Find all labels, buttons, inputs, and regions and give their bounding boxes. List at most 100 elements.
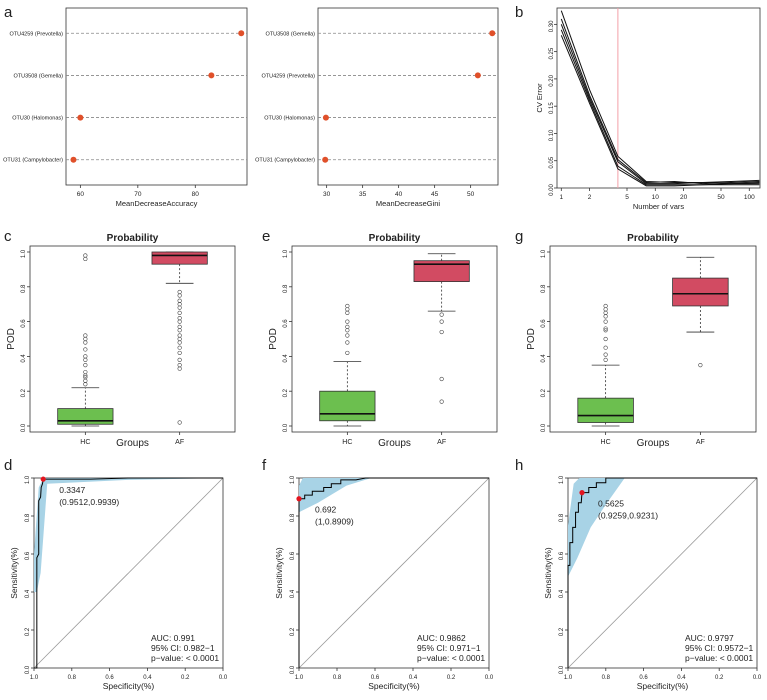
threshold-ci-label: (1,0.8909) bbox=[315, 517, 354, 527]
roc-threshold-point bbox=[296, 496, 302, 502]
x-tick-label: 0.0 bbox=[219, 675, 228, 681]
x-tick-label: 1.0 bbox=[295, 675, 304, 681]
x-tick-label: 0.0 bbox=[485, 675, 494, 681]
outlier-point bbox=[345, 340, 350, 345]
y-axis-label: POD bbox=[6, 328, 17, 350]
x-tick-label: HC bbox=[601, 439, 611, 446]
dot-point bbox=[322, 114, 329, 121]
y-tick-label: 0.2 bbox=[290, 627, 296, 636]
roc-threshold-point bbox=[579, 490, 585, 496]
outlier-point bbox=[83, 253, 88, 258]
y-tick-label: 1.0 bbox=[283, 249, 289, 258]
x-tick-label: 0.2 bbox=[181, 675, 190, 681]
box-hc bbox=[319, 390, 376, 422]
threshold-label: 0.3347 bbox=[59, 485, 85, 495]
y-tick-label: 0.8 bbox=[559, 513, 565, 522]
roc-curve-line bbox=[298, 477, 489, 668]
outlier-point bbox=[83, 369, 88, 375]
x-axis-label: Groups bbox=[637, 438, 670, 449]
x-tick-label: 2 bbox=[588, 194, 592, 201]
chart-title: Probability bbox=[369, 233, 421, 244]
y-axis-label: Sensitivity(%) bbox=[274, 547, 284, 599]
x-tick-label: 35 bbox=[359, 191, 367, 198]
y-tick-label: 0.8 bbox=[283, 284, 289, 293]
outlier-point bbox=[439, 312, 444, 317]
outlier-point bbox=[345, 350, 350, 356]
y-tick-label: 0.0 bbox=[25, 665, 31, 674]
category-label: OTU31 (Campylobacter) bbox=[255, 158, 315, 164]
plot-frame-c bbox=[29, 245, 236, 433]
outlier-point bbox=[83, 336, 88, 342]
x-tick-label: 0.8 bbox=[68, 675, 77, 681]
outlier-point bbox=[177, 302, 182, 307]
outlier-point bbox=[603, 326, 608, 331]
x-tick-label: 0.6 bbox=[105, 675, 114, 681]
y-tick-label: 0.6 bbox=[290, 551, 296, 560]
x-tick-label: AF bbox=[437, 439, 446, 446]
y-tick-label: 0.0 bbox=[541, 423, 547, 432]
outlier-point bbox=[177, 336, 182, 342]
outlier-point bbox=[345, 310, 350, 316]
category-label: OTU30 (Halomonas) bbox=[12, 116, 63, 122]
outlier-point bbox=[603, 310, 608, 316]
x-tick-label: AF bbox=[696, 439, 705, 446]
x-axis-label: Groups bbox=[378, 438, 411, 449]
outlier-point bbox=[177, 333, 182, 338]
y-tick-label: 0.4 bbox=[283, 354, 289, 363]
y-tick-label: 0.20 bbox=[549, 74, 555, 86]
x-tick-label: 0.4 bbox=[677, 675, 686, 681]
outlier-point bbox=[603, 336, 608, 342]
x-tick-label: 50 bbox=[467, 191, 475, 198]
threshold-ci-label: (0.9259,0.9231) bbox=[598, 511, 658, 521]
roc-diagonal-line bbox=[33, 477, 224, 669]
p-value-label: p−value: < 0.0001 bbox=[685, 653, 753, 663]
outlier-point bbox=[603, 319, 608, 324]
outlier-point bbox=[345, 333, 350, 338]
x-tick-label: 1.0 bbox=[564, 675, 573, 681]
roc-diagonal-line bbox=[567, 477, 758, 669]
chart-title: Probability bbox=[107, 233, 159, 244]
y-tick-label: 0.8 bbox=[290, 513, 296, 522]
outlier-point bbox=[603, 345, 608, 350]
y-tick-label: 0.4 bbox=[290, 589, 296, 598]
outlier-point bbox=[83, 375, 88, 380]
x-tick-label: 100 bbox=[744, 194, 755, 201]
cv-error-series-line bbox=[560, 35, 760, 187]
x-tick-label: 40 bbox=[395, 191, 403, 198]
y-tick-label: 0.10 bbox=[549, 129, 555, 141]
y-tick-label: 0.0 bbox=[290, 665, 296, 674]
outlier-point bbox=[603, 303, 608, 309]
y-tick-label: 0.6 bbox=[559, 551, 565, 560]
x-tick-label: 30 bbox=[323, 191, 331, 198]
x-tick-label: 0.6 bbox=[639, 675, 648, 681]
y-tick-label: 1.0 bbox=[541, 249, 547, 258]
x-tick-label: 60 bbox=[77, 191, 85, 198]
x-tick-label: 10 bbox=[652, 194, 660, 201]
outlier-point bbox=[83, 382, 88, 387]
panel-letter-g: g bbox=[515, 228, 523, 245]
y-tick-label: 0.6 bbox=[21, 319, 27, 328]
plot-frame-b bbox=[556, 7, 761, 189]
box-hc bbox=[57, 408, 114, 425]
outlier-point bbox=[177, 298, 182, 303]
box-af bbox=[672, 277, 729, 307]
outlier-point bbox=[345, 307, 350, 312]
y-tick-label: 0.05 bbox=[549, 156, 555, 168]
roc-threshold-point bbox=[40, 476, 46, 482]
dot-point bbox=[489, 30, 496, 37]
y-axis-label: CV Error bbox=[535, 83, 544, 113]
threshold-ci-label: (0.9512,0.9939) bbox=[59, 497, 119, 507]
cv-error-series-line bbox=[560, 29, 760, 186]
x-axis-label: Specificity(%) bbox=[103, 681, 155, 691]
y-tick-label: 0.4 bbox=[559, 589, 565, 598]
x-axis-label: MeanDecreaseAccuracy bbox=[116, 199, 198, 208]
y-tick-label: 0.2 bbox=[559, 627, 565, 636]
x-tick-label: 5 bbox=[625, 194, 629, 201]
category-label: OTU30 (Halomonas) bbox=[264, 116, 315, 122]
outlier-point bbox=[603, 352, 608, 357]
y-tick-label: 0.15 bbox=[549, 102, 555, 114]
outlier-point bbox=[83, 333, 88, 338]
outlier-point bbox=[177, 289, 182, 295]
y-tick-label: 0.2 bbox=[541, 388, 547, 397]
y-tick-label: 0.0 bbox=[559, 665, 565, 674]
